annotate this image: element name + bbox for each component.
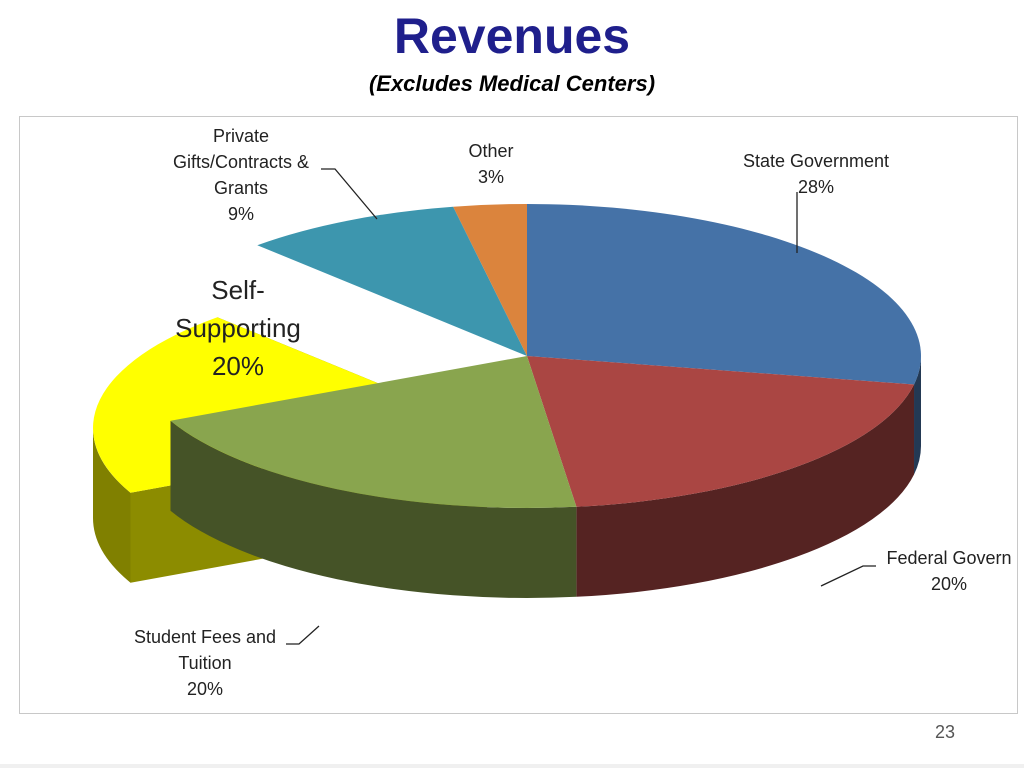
- pie-slice-other: [453, 204, 527, 356]
- leader-line-student-fees-and-tuition: [286, 625, 320, 645]
- bottom-divider: [0, 764, 1024, 768]
- leader-line-private-gifts-contracts-grants: [321, 168, 378, 220]
- pie-slice-student-fees-and-tuition: [170, 356, 577, 508]
- slide-subtitle: (Excludes Medical Centers): [368, 71, 656, 96]
- pie-side-state-government: [914, 356, 921, 475]
- slice-label-state-government: State Government 28%: [743, 151, 889, 197]
- chart-area: State Government 28% Federal Govern 20% Stud…: [19, 116, 1018, 714]
- page-number: 23: [934, 722, 956, 742]
- pie-slice-state-government: [527, 204, 922, 385]
- pie-slice-federal-government: [527, 356, 915, 507]
- slice-label-student-fees-and-tuition: Student Fees and Tuition 20%: [134, 627, 276, 699]
- pie-side-federal-government: [576, 384, 915, 597]
- slice-label-private-gifts-contracts-grants: Private Gifts/Contracts & Grants 9%: [173, 126, 309, 224]
- slice-label-federal-government: Federal Govern 20%: [886, 548, 1011, 594]
- slice-label-self-supporting: Self-Supporting 20%: [175, 275, 301, 381]
- pie-side-self-supporting: [93, 428, 131, 583]
- leader-line-federal-government: [820, 565, 876, 587]
- pie-side-student-fees-and-tuition: [170, 420, 577, 598]
- slide-title: Revenues: [393, 8, 631, 64]
- pie-labels: State Government 28% Federal Govern 20% Stud…: [134, 126, 1012, 699]
- pie-top-layer: [170, 204, 922, 508]
- pie-slice-private-gifts-contracts-grants: [257, 206, 527, 356]
- slice-label-other: Other 3%: [468, 141, 513, 187]
- pie-chart: State Government 28% Federal Govern 20% Stud…: [93, 126, 1012, 699]
